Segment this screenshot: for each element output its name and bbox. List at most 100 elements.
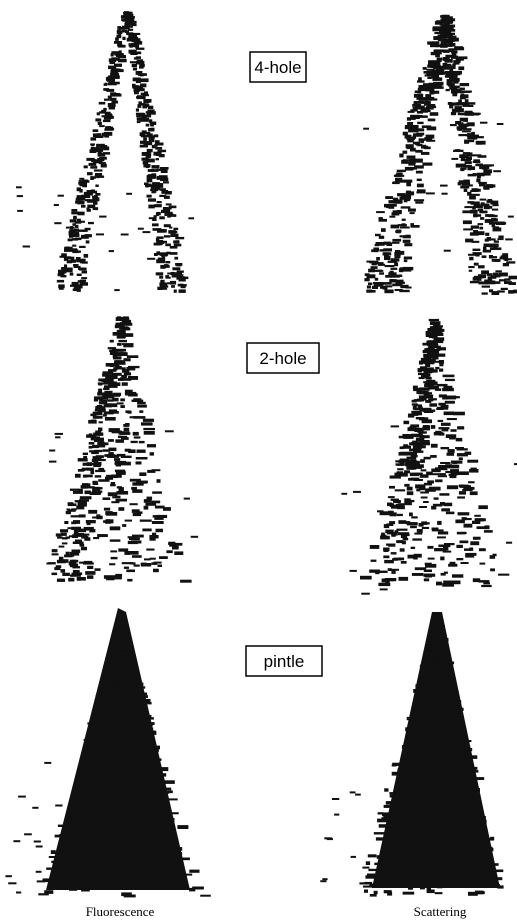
- spray-speck: [72, 238, 78, 241]
- spray-speck: [439, 433, 445, 436]
- spray-speck: [445, 71, 452, 75]
- spray-speck: [92, 481, 97, 484]
- spray-speck: [447, 766, 454, 769]
- spray-speck: [86, 520, 96, 523]
- spray-speck: [414, 165, 424, 168]
- spray-speck: [448, 816, 458, 820]
- spray-speck: [95, 118, 101, 121]
- spray-speck: [117, 491, 129, 495]
- spray-speck: [173, 240, 179, 243]
- spray-speck: [435, 367, 439, 369]
- spray-speck: [470, 785, 475, 789]
- spray-speck: [441, 794, 449, 798]
- spray-speck: [108, 706, 114, 710]
- spray-speck: [104, 575, 116, 579]
- spray-speck: [360, 576, 372, 580]
- spray-speck: [458, 100, 462, 103]
- spray-speck: [127, 411, 131, 414]
- spray-speck: [81, 547, 87, 551]
- spray-speck: [123, 345, 133, 348]
- spray-speck: [92, 712, 102, 714]
- spray-speck: [161, 774, 165, 777]
- spray-speck: [430, 455, 437, 458]
- spray-speck: [425, 821, 430, 823]
- spray-speck: [119, 775, 123, 778]
- spray-speck: [123, 758, 134, 762]
- spray-speck: [478, 209, 483, 212]
- spray-speck: [61, 267, 67, 270]
- spray-speck: [98, 392, 102, 394]
- spray-speck: [397, 275, 402, 278]
- spray-speck: [111, 101, 118, 104]
- spray-speck: [481, 830, 485, 832]
- spray-speck: [457, 496, 465, 498]
- spray-speck: [427, 546, 433, 549]
- spray-speck: [397, 170, 406, 172]
- spray-speck: [444, 543, 455, 545]
- spray-speck: [438, 403, 445, 406]
- spray-speck: [462, 182, 470, 186]
- spray-speck: [73, 216, 77, 220]
- spray-speck: [121, 746, 125, 749]
- spray-speck: [414, 714, 422, 716]
- spray-speck: [398, 461, 407, 463]
- spray-speck: [449, 39, 455, 42]
- spray-speck: [438, 648, 446, 651]
- spray-speck: [143, 161, 149, 165]
- spray-speck: [417, 144, 422, 146]
- spray-speck: [93, 433, 103, 436]
- spray-speck: [143, 137, 147, 140]
- spray-speck: [384, 550, 389, 552]
- spray-speck: [421, 497, 428, 499]
- spray-speck: [370, 894, 377, 897]
- spray-speck: [111, 501, 119, 503]
- spray-speck: [55, 436, 60, 438]
- spray-speck: [52, 553, 59, 555]
- spray-speck: [460, 875, 470, 878]
- spray-speck: [134, 41, 142, 44]
- spray-speck: [478, 231, 485, 235]
- spray-speck: [124, 793, 129, 796]
- spray-speck: [437, 886, 443, 889]
- spray-speck: [110, 526, 121, 530]
- spray-speck: [115, 701, 123, 704]
- spray-speck: [110, 679, 118, 681]
- spray-speck: [88, 420, 97, 424]
- spray-speck: [464, 749, 469, 751]
- spray-speck: [441, 423, 451, 426]
- spray-speck: [452, 574, 463, 577]
- spray-speck: [429, 487, 441, 491]
- spray-speck: [415, 785, 421, 789]
- spray-speck: [353, 491, 361, 493]
- spray-speck: [421, 884, 428, 888]
- spray-speck: [143, 419, 154, 422]
- spray-speck: [140, 84, 146, 88]
- spray-speck: [431, 833, 440, 835]
- spray-speck: [482, 173, 491, 175]
- spray-speck: [116, 742, 120, 745]
- spray-speck: [334, 814, 339, 816]
- spray-speck: [420, 474, 429, 478]
- spray-speck: [113, 367, 117, 370]
- spray-speck: [413, 689, 424, 693]
- spray-speck: [147, 195, 152, 198]
- spray-speck: [469, 469, 478, 473]
- spray-speck: [434, 497, 439, 499]
- spray-speck: [461, 853, 465, 856]
- spray-speck: [492, 218, 498, 221]
- spray-speck: [427, 480, 434, 483]
- spray-speck: [375, 570, 379, 574]
- spray-speck: [132, 704, 143, 707]
- spray-speck: [96, 720, 102, 723]
- spray-speck: [79, 183, 84, 186]
- spray-speck: [55, 433, 63, 435]
- spray-speck: [374, 832, 385, 834]
- spray-speck: [397, 464, 404, 466]
- spray-speck: [327, 838, 333, 840]
- column-label: Fluorescence: [86, 904, 155, 919]
- spray-speck: [389, 521, 395, 524]
- spray-speck: [116, 684, 125, 686]
- spray-speck: [424, 373, 430, 376]
- figure: 4-hole 2-hole pintle Fluorescence Scatte…: [0, 0, 517, 923]
- spray-speck: [480, 122, 487, 124]
